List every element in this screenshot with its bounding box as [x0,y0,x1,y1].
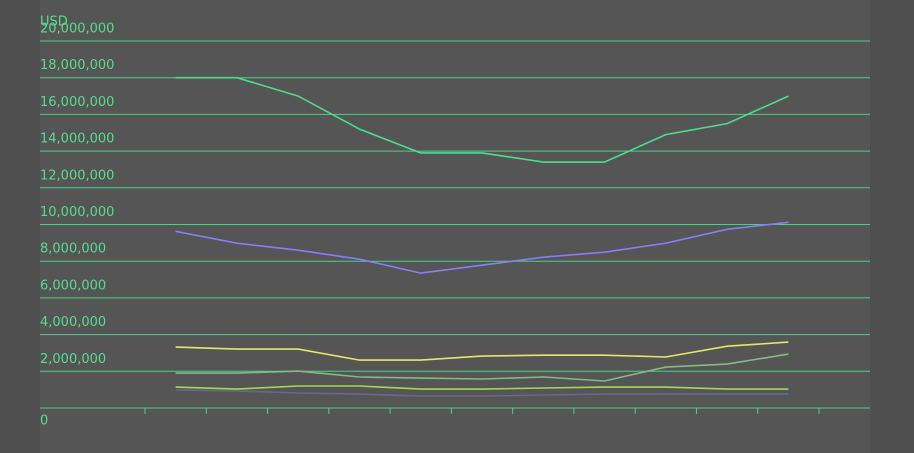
series-line [175,353,789,382]
y-tick-label: 8,000,000 [40,242,106,257]
y-tick-label: 14,000,000 [40,132,114,147]
y-tick-label: 6,000,000 [40,278,106,293]
y-tick-label: 16,000,000 [40,95,114,110]
series-line [175,389,789,397]
y-tick-label: 2,000,000 [40,352,106,367]
y-tick-label: 10,000,000 [40,205,114,220]
y-tick-label: 12,000,000 [40,168,114,183]
y-axis-label: USD [40,15,68,30]
y-tick-label: 18,000,000 [40,58,114,73]
y-tick-label: 0 [40,414,48,429]
series-line [175,385,789,390]
series-line [175,341,789,361]
series-line [175,221,789,274]
y-tick-label: 4,000,000 [40,315,106,330]
series-line [175,76,789,163]
y-tick-label: 20,000,000 [40,22,114,37]
plot-background [40,0,870,453]
